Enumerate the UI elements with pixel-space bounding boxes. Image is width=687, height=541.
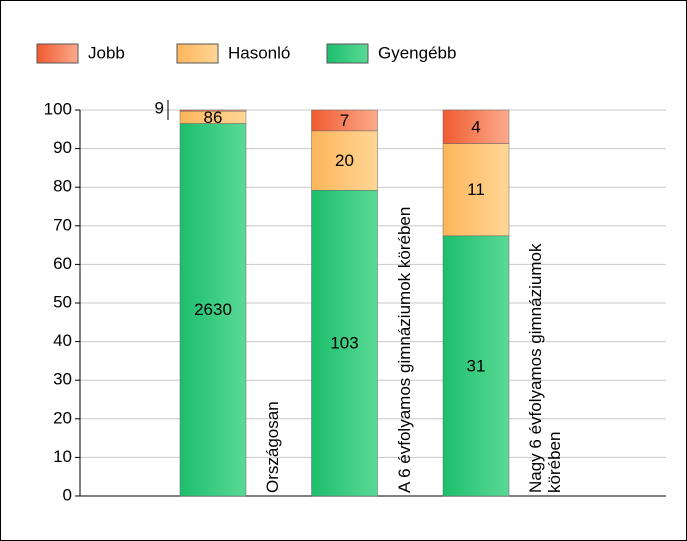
data-label: 9 — [155, 98, 164, 117]
legend-label: Jobb — [88, 43, 125, 62]
bar-segment — [442, 109, 510, 144]
bar-segment — [179, 123, 247, 497]
y-tick-label: 70 — [53, 215, 72, 234]
data-label: 86 — [204, 108, 223, 127]
data-label: 4 — [471, 117, 480, 136]
data-label: 7 — [340, 111, 349, 130]
bar-segment — [311, 109, 378, 132]
y-tick-label: 0 — [63, 485, 72, 504]
data-label: 11 — [467, 180, 485, 199]
legend-swatch — [176, 43, 219, 64]
bar-segment — [442, 143, 510, 237]
x-tick-label: Országosan — [263, 401, 282, 493]
y-tick-label: 50 — [53, 292, 72, 311]
bar-segment — [311, 190, 378, 497]
data-label: 20 — [335, 151, 354, 170]
y-tick-label: 20 — [53, 408, 72, 427]
legend-label: Gyengébb — [378, 43, 456, 62]
data-label: 31 — [467, 356, 486, 375]
y-tick-label: 80 — [53, 177, 72, 196]
bar-segment — [442, 235, 510, 497]
y-tick-label: 10 — [53, 447, 72, 466]
x-tick-label: Nagy 6 évfolyamos gimnáziumok körében — [526, 243, 564, 493]
legend-swatch — [36, 43, 79, 64]
data-label: 2630 — [194, 300, 232, 319]
bar-segment — [311, 130, 378, 191]
legend-label: Hasonló — [228, 43, 290, 62]
y-tick-label: 100 — [44, 99, 72, 118]
bar-segment — [179, 109, 247, 112]
y-tick-label: 40 — [53, 331, 72, 350]
legend-swatch — [326, 43, 369, 64]
y-tick-label: 90 — [53, 138, 72, 157]
y-tick-label: 60 — [53, 254, 72, 273]
x-tick-label: A 6 évfolyamos gimnáziumok körében — [394, 206, 414, 493]
y-tick-label: 30 — [53, 370, 72, 389]
data-label: 103 — [330, 334, 358, 353]
